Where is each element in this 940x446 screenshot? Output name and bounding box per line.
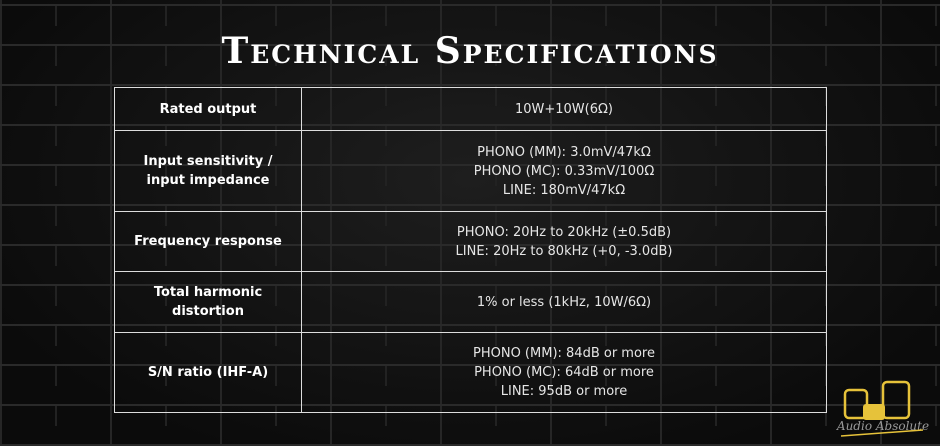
spec-label-line: Total harmonic [153,285,263,300]
audio-absolute-logo: Audio Absolute [836,380,929,437]
table-row: Total harmonic distortion 1% or less (1kHz… [114,271,827,333]
spec-value-line: 10W+10W(6Ω) [514,101,614,117]
table-row: Frequency response PHONO: 20Hz to 20kHz (… [114,211,827,272]
page-title: Technical Specifications [221,30,719,72]
spec-label-line: Frequency response [134,234,282,249]
spec-value: 1% or less (1kHz, 10W/6Ω) [301,271,827,333]
table-row: S/N ratio (IHF-A) PHONO (MM): 84dB or mor… [114,332,827,413]
spec-value-line: PHONO (MM): 3.0mV/47kΩ [477,144,651,160]
spec-value: PHONO (MM): 3.0mV/47kΩ PHONO (MC): 0.33mV… [301,130,827,212]
spec-label: Input sensitivity / input impedance [114,130,302,212]
spec-value-line: LINE: 95dB or more [500,384,628,399]
spec-value-line: PHONO (MC): 64dB or more [474,365,654,380]
spec-label-line: S/N ratio (IHF-A) [147,365,269,380]
spec-label-line: Rated output [159,101,257,117]
svg-text:Audio Absolute: Audio Absolute [836,419,929,433]
spec-value-line: PHONO: 20Hz to 20kHz (±0.5dB) [456,224,672,240]
table-row: Rated output 10W+10W(6Ω) [114,87,827,131]
spec-value-line: LINE: 20Hz to 80kHz (+0, -3.0dB) [455,243,673,259]
spec-value-line: PHONO (MM): 84dB or more [473,346,655,361]
spec-value-line: 1% or less (1kHz, 10W/6Ω) [476,294,652,310]
spec-label-line: distortion [172,304,244,319]
spec-value-line: LINE: 180mV/47kΩ [502,182,626,198]
spec-label-line: Input sensitivity / [143,154,273,169]
spec-label: S/N ratio (IHF-A) [114,332,302,413]
spec-value: 10W+10W(6Ω) [301,87,827,131]
spec-value: PHONO: 20Hz to 20kHz (±0.5dB) LINE: 20Hz … [301,211,827,272]
spec-value: PHONO (MM): 84dB or more PHONO (MC): 64dB… [301,332,827,413]
spec-table: Rated output 10W+10W(6Ω) Input sensitivity… [114,87,827,413]
spec-label: Frequency response [114,211,302,272]
table-row: Input sensitivity / input impedance PHONO … [114,130,827,212]
spec-label: Total harmonic distortion [114,271,302,333]
spec-label-line: input impedance [146,173,270,188]
spec-label: Rated output [114,87,302,131]
spec-value-line: PHONO (MC): 0.33mV/100Ω [473,163,655,179]
